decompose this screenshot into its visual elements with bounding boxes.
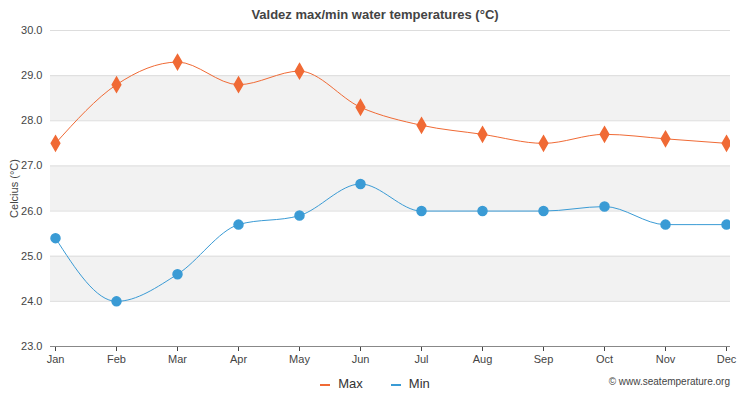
svg-text:27.0: 27.0 [21,159,42,171]
svg-text:Nov: Nov [656,353,676,365]
svg-text:Oct: Oct [596,353,613,365]
svg-text:30.0: 30.0 [21,26,42,36]
svg-text:Aug: Aug [473,353,493,365]
svg-text:Jul: Jul [414,353,428,365]
svg-text:28.0: 28.0 [21,114,42,126]
svg-text:Jan: Jan [47,353,65,365]
svg-text:Sep: Sep [534,353,554,365]
html-text:Min: Min [408,376,430,391]
svg-text:Mar: Mar [168,353,187,365]
svg-text:23.0: 23.0 [21,340,42,352]
svg-text:Jun: Jun [352,353,370,365]
html-text:© www.seatemperature.org: © www.seatemperature.org [608,376,730,387]
svg-text:Feb: Feb [107,353,126,365]
svg-text:29.0: 29.0 [21,69,42,81]
svg-text:Celcius (°C): Celcius (°C) [8,159,20,218]
svg-text:May: May [289,353,310,365]
svg-text:25.0: 25.0 [21,250,42,262]
svg-text:Dec: Dec [717,353,737,365]
svg-text:26.0: 26.0 [21,205,42,217]
svg-text:Apr: Apr [230,353,247,365]
svg-text:24.0: 24.0 [21,295,42,307]
html-text:Max: Max [338,376,363,391]
html-text:Valdez max/min water temperatu: Valdez max/min water temperatures (°C) [251,7,499,22]
